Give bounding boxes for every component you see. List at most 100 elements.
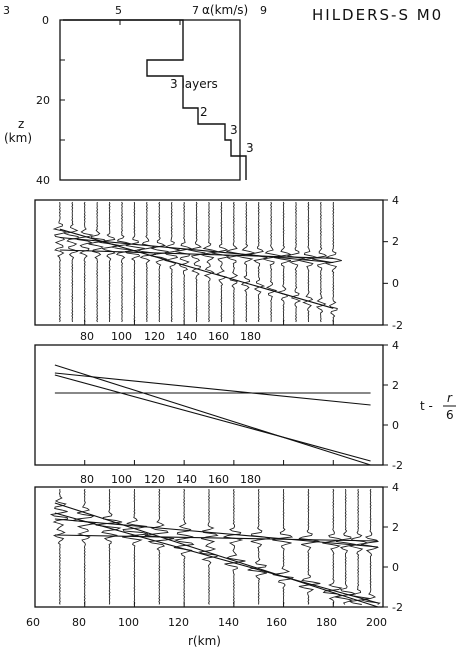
syn-x-tick-140: 140 bbox=[218, 616, 239, 629]
synthetic-trace bbox=[223, 488, 246, 605]
observed-trace bbox=[136, 201, 157, 323]
travel-time-curve-4 bbox=[54, 372, 371, 406]
depth-axis-label-z: z bbox=[18, 117, 24, 131]
observed-trace bbox=[88, 201, 107, 323]
synthetic-phase-lines bbox=[54, 502, 379, 608]
observed-trace bbox=[324, 201, 342, 323]
synthetic-trace bbox=[122, 489, 149, 605]
synthetic-ticks bbox=[34, 486, 388, 608]
reduced-time-label-numerator: r bbox=[447, 391, 453, 405]
velocity-x-tick-7: 7 bbox=[192, 4, 199, 17]
obs-y-tick-0: 0 bbox=[392, 277, 399, 290]
syn-y-tick-4: 4 bbox=[392, 481, 399, 494]
annotation-2: 2 bbox=[200, 105, 208, 119]
velocity-x-tick-5: 5 bbox=[115, 4, 122, 17]
depth-y-tick-20: 20 bbox=[36, 94, 50, 107]
observed-trace bbox=[211, 201, 231, 323]
annotation-3b: 3 bbox=[246, 141, 254, 155]
depth-y-tick-40: 40 bbox=[36, 174, 50, 187]
synthetic-trace bbox=[247, 488, 271, 605]
synthetic-section-frame bbox=[34, 486, 384, 608]
observed-section-frame bbox=[34, 199, 384, 326]
obs-x-tick-80: 80 bbox=[80, 330, 94, 343]
synthetic-phase-line-2 bbox=[54, 512, 379, 604]
obs-x-tick-160: 160 bbox=[208, 330, 229, 343]
velocity-x-tick-9: 9 bbox=[260, 4, 267, 17]
synthetic-trace bbox=[72, 488, 96, 605]
velocity-x-tick-3: 3 bbox=[3, 4, 10, 17]
observed-trace bbox=[98, 201, 120, 323]
observed-trace bbox=[273, 201, 293, 323]
tt-y-tick-4: 4 bbox=[392, 339, 399, 352]
depth-axis-label-unit: (km) bbox=[4, 131, 32, 145]
observed-trace bbox=[187, 201, 206, 323]
velocity-profile-line bbox=[63, 19, 247, 180]
observed-trace bbox=[287, 201, 306, 323]
obs-x-tick-140: 140 bbox=[176, 330, 197, 343]
tt-x-tick-140: 140 bbox=[176, 473, 197, 486]
observed-trace bbox=[52, 201, 68, 323]
observed-trace bbox=[150, 201, 170, 323]
synthetic-phase-line-1 bbox=[54, 502, 379, 608]
observed-trace bbox=[63, 201, 79, 323]
observed-trace bbox=[299, 201, 318, 323]
observed-phase-lines bbox=[59, 228, 334, 309]
obs-x-tick-180: 180 bbox=[240, 330, 261, 343]
tt-y-tick-0: 0 bbox=[392, 419, 399, 432]
observed-trace bbox=[175, 201, 193, 323]
syn-x-tick-120: 120 bbox=[168, 616, 189, 629]
velocity-depth-frame bbox=[59, 19, 241, 181]
syn-x-tick-180: 180 bbox=[316, 616, 337, 629]
travel-time-curve-1 bbox=[54, 364, 371, 466]
synthetic-section-panel: 60 80 100 120 140 160 180 200 r(km) 4 2 … bbox=[26, 481, 403, 648]
syn-x-tick-100: 100 bbox=[118, 616, 139, 629]
observed-phase-line-3 bbox=[59, 249, 334, 259]
observed-trace bbox=[262, 201, 282, 323]
syn-y-tick-neg2: -2 bbox=[392, 601, 403, 614]
synthetic-trace bbox=[95, 488, 123, 605]
synthetic-trace bbox=[272, 488, 295, 605]
synthetic-trace bbox=[348, 488, 370, 605]
syn-x-tick-200: 200 bbox=[366, 616, 387, 629]
synthetic-trace bbox=[198, 488, 219, 605]
tt-y-tick-neg2: -2 bbox=[392, 459, 403, 472]
distance-axis-label: r(km) bbox=[188, 634, 221, 648]
velocity-x-axis-label: α(km/s) bbox=[202, 3, 248, 17]
synthetic-trace bbox=[322, 488, 344, 605]
syn-x-tick-80: 80 bbox=[72, 616, 86, 629]
syn-x-tick-60: 60 bbox=[26, 616, 40, 629]
velocity-depth-panel: 3 5 7 α(km/s) 9 0 20 40 z (km) 3 layers … bbox=[3, 3, 267, 187]
observed-phase-line-2 bbox=[59, 228, 334, 309]
observed-trace bbox=[124, 201, 145, 323]
synthetic-trace bbox=[335, 488, 356, 605]
annotation-3a: 3 bbox=[230, 123, 238, 137]
observed-trace bbox=[111, 201, 133, 323]
observed-section-panel: 80 100 120 140 160 180 4 2 0 -2 bbox=[34, 194, 403, 343]
tt-x-tick-160: 160 bbox=[208, 473, 229, 486]
synthetic-trace bbox=[144, 488, 175, 605]
obs-x-tick-120: 120 bbox=[144, 330, 165, 343]
observed-phase-line-1 bbox=[59, 236, 334, 264]
synthetic-phase-line-4 bbox=[54, 518, 379, 548]
syn-x-tick-160: 160 bbox=[266, 616, 287, 629]
travel-time-frame bbox=[34, 344, 384, 466]
travel-time-curve-2 bbox=[54, 374, 371, 462]
synthetic-traces bbox=[49, 488, 381, 605]
travel-time-lines bbox=[54, 364, 371, 466]
observed-ticks bbox=[84, 199, 388, 326]
figure-title: HILDERS-S M0 bbox=[312, 6, 443, 24]
obs-x-tick-100: 100 bbox=[111, 330, 132, 343]
syn-y-tick-0: 0 bbox=[392, 561, 399, 574]
observed-trace bbox=[249, 201, 268, 323]
observed-trace bbox=[225, 201, 244, 323]
reduced-time-label-main: t - bbox=[420, 399, 433, 413]
synthetic-phase-line-3 bbox=[54, 534, 379, 542]
tt-x-tick-100: 100 bbox=[111, 473, 132, 486]
velocity-depth-ticks bbox=[59, 19, 241, 181]
depth-y-tick-0: 0 bbox=[42, 14, 49, 27]
observed-traces bbox=[52, 201, 342, 323]
annotation-3-layers: 3 layers bbox=[170, 77, 218, 91]
obs-y-tick-2: 2 bbox=[392, 235, 399, 248]
tt-x-tick-180: 180 bbox=[240, 473, 261, 486]
